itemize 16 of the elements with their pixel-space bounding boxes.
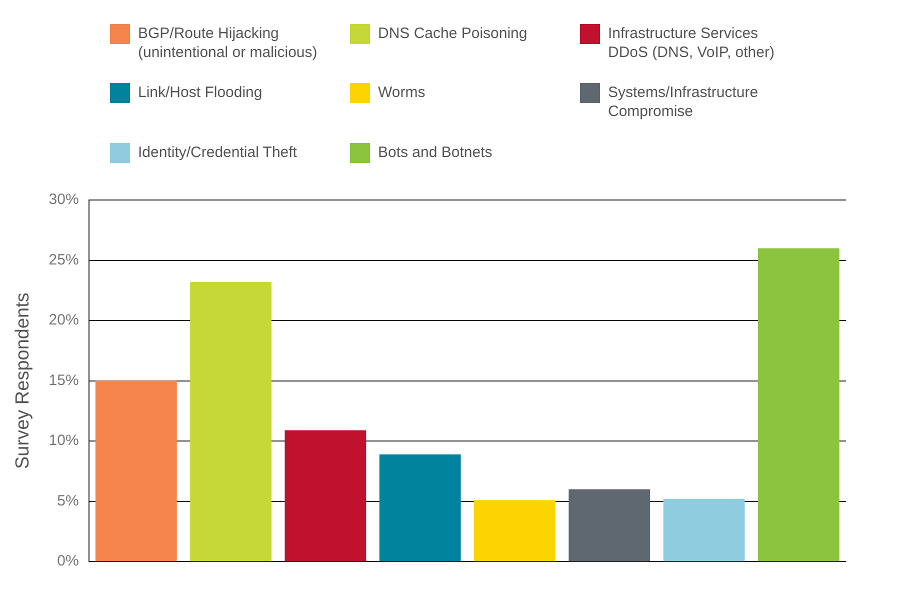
y-tick-label: 10% <box>48 432 79 450</box>
legend-label: Bots and Botnets <box>378 142 492 162</box>
y-axis-title: Survey Respondents <box>12 292 34 469</box>
y-tick-label: 25% <box>48 251 79 268</box>
y-tick-label: 0% <box>57 552 79 570</box>
legend-label: DNS Cache Poisoning <box>378 24 528 43</box>
legend-label: BGP/Route Hijacking (unintentional or malicious) <box>138 24 318 62</box>
legend-label: Worms <box>378 83 426 102</box>
legend-label: Systems/Infrastructure Compromise <box>608 83 758 122</box>
legend-label: Identity/Credential Theft <box>138 142 297 162</box>
y-tick-label: 5% <box>57 492 79 510</box>
y-tick-label: 15% <box>48 372 79 389</box>
legend-label: Infrastructure Services DDoS (DNS, VoIP, other) <box>608 24 774 62</box>
y-tick-label: 20% <box>48 312 79 329</box>
legend-label: Link/Host Flooding <box>138 83 262 102</box>
y-tick-label: 30% <box>48 191 79 208</box>
